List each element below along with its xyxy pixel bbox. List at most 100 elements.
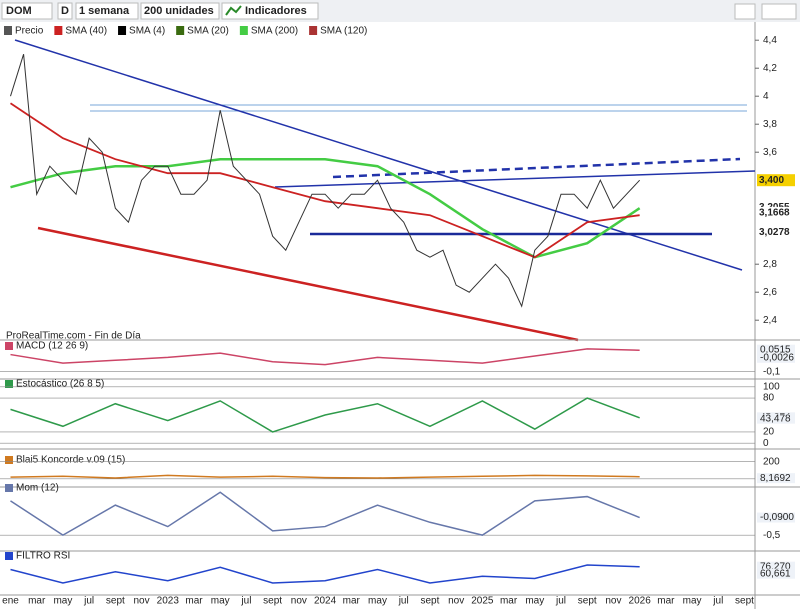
value-tag	[757, 345, 795, 356]
legend-entry: Precio	[15, 26, 44, 37]
value-tag-label: 8,1692	[760, 473, 791, 484]
y-tick-label: 100	[763, 381, 780, 392]
x-tick-label: mar	[657, 596, 675, 607]
y-tick-label: 2,8	[763, 259, 777, 270]
x-tick-label: may	[683, 596, 702, 607]
x-tick-label: jul	[555, 596, 566, 607]
x-tick-label: jul	[398, 596, 409, 607]
indicator-line	[10, 564, 640, 584]
panel-title: MACD (12 26 9)	[16, 341, 88, 352]
y-tick-label: 80	[763, 393, 775, 404]
x-tick-label: sept	[106, 596, 125, 607]
y-tick-label: -0,5	[763, 530, 781, 541]
trendline	[37, 226, 579, 342]
legend-entry: SMA (20)	[187, 26, 229, 37]
legend-swatch	[118, 26, 127, 35]
symbol-box[interactable]	[1, 2, 53, 20]
price-tag	[757, 226, 795, 239]
legend-swatch	[176, 26, 185, 35]
refresh[interactable]	[734, 3, 756, 20]
y-tick-label: 3,8	[763, 119, 777, 130]
x-tick-label: may	[53, 596, 72, 607]
legend-entry: SMA (120)	[320, 26, 367, 37]
legend-swatch	[4, 26, 12, 35]
indicators-box[interactable]	[221, 2, 319, 20]
value-tag	[757, 568, 795, 579]
indicators: Indicadores	[245, 5, 307, 17]
panel-title: Estocástico (26 8 5)	[16, 379, 104, 390]
panel-icon	[5, 484, 13, 492]
panel-title: FILTRO RSI	[16, 551, 70, 562]
window-controls[interactable]	[761, 3, 797, 20]
x-tick-label: jul	[712, 596, 723, 607]
value-tag-label: 60,661	[760, 568, 791, 579]
y-tick-label: -0,1	[763, 366, 781, 377]
units-box[interactable]	[140, 2, 220, 20]
x-tick-label: jul	[83, 596, 94, 607]
x-tick-label: 2024	[314, 596, 337, 607]
value-tag-label: -0,0026	[760, 352, 794, 363]
units: 200 unidades	[144, 5, 214, 17]
x-tick-label: sept	[420, 596, 439, 607]
x-tick-label: may	[211, 596, 230, 607]
trendline	[274, 170, 756, 188]
legend-entry: SMA (40)	[65, 26, 107, 37]
x-tick-label: nov	[291, 596, 307, 607]
legend-entry: SMA (4)	[129, 26, 165, 37]
x-tick-label: nov	[134, 596, 150, 607]
x-tick-label: 2023	[157, 596, 180, 607]
x-tick-label: sept	[735, 596, 754, 607]
y-tick-label: 4,2	[763, 63, 777, 74]
panel-icon	[5, 552, 13, 560]
value-tag-label: -0,0900	[760, 512, 794, 523]
value-tag	[757, 413, 795, 424]
panel-icon	[5, 342, 13, 350]
y-tick-label: 0	[763, 438, 769, 449]
x-tick-label: may	[368, 596, 387, 607]
x-tick-label: jul	[240, 596, 251, 607]
x-tick-label: nov	[605, 596, 621, 607]
y-tick-label: 200	[763, 456, 780, 467]
symbol: DOM	[6, 5, 32, 17]
value-tag-label: 43,478	[760, 413, 791, 424]
price-tag-label: 3,1668	[759, 207, 790, 218]
x-tick-label: sept	[578, 596, 597, 607]
x-tick-label: 2026	[629, 596, 652, 607]
x-tick-label: may	[525, 596, 544, 607]
value-tag-label: 0,0515	[760, 345, 791, 356]
y-tick-label: 4	[763, 91, 769, 102]
x-tick-label: mar	[500, 596, 518, 607]
x-tick-label: sept	[263, 596, 282, 607]
value-tag-label: 76,270	[760, 561, 791, 572]
x-tick-label: mar	[185, 596, 203, 607]
y-tick-label: 2,4	[763, 315, 777, 326]
period-box[interactable]	[75, 2, 139, 20]
y-tick-label: 4,4	[763, 35, 777, 46]
panel-title: Mom (12)	[16, 483, 59, 494]
y-tick-label: 2,6	[763, 287, 777, 298]
indicator-line	[10, 491, 640, 537]
x-tick-label: 2025	[471, 596, 494, 607]
y-tick-label: 3,6	[763, 147, 777, 158]
x-tick-label: mar	[28, 596, 46, 607]
price-line	[10, 54, 641, 308]
indicators-icon	[225, 5, 242, 16]
source: ProRealTime.com - Fin de Día	[6, 331, 141, 342]
indicator-line	[10, 397, 640, 433]
panel-icon	[5, 456, 13, 464]
price-tag-label: 3,400	[759, 175, 784, 186]
mode-box[interactable]	[57, 2, 73, 20]
legend-swatch	[309, 26, 318, 35]
period: 1 semana	[79, 5, 130, 17]
price-tag	[757, 174, 795, 187]
sma40	[9, 102, 640, 259]
legend-entry: SMA (200)	[251, 26, 298, 37]
panel-icon	[5, 380, 13, 388]
y-tick-label: 20	[763, 427, 775, 438]
x-tick-label: mar	[343, 596, 361, 607]
x-tick-label: nov	[448, 596, 464, 607]
legend-swatch	[239, 26, 248, 35]
value-tag	[757, 473, 795, 484]
